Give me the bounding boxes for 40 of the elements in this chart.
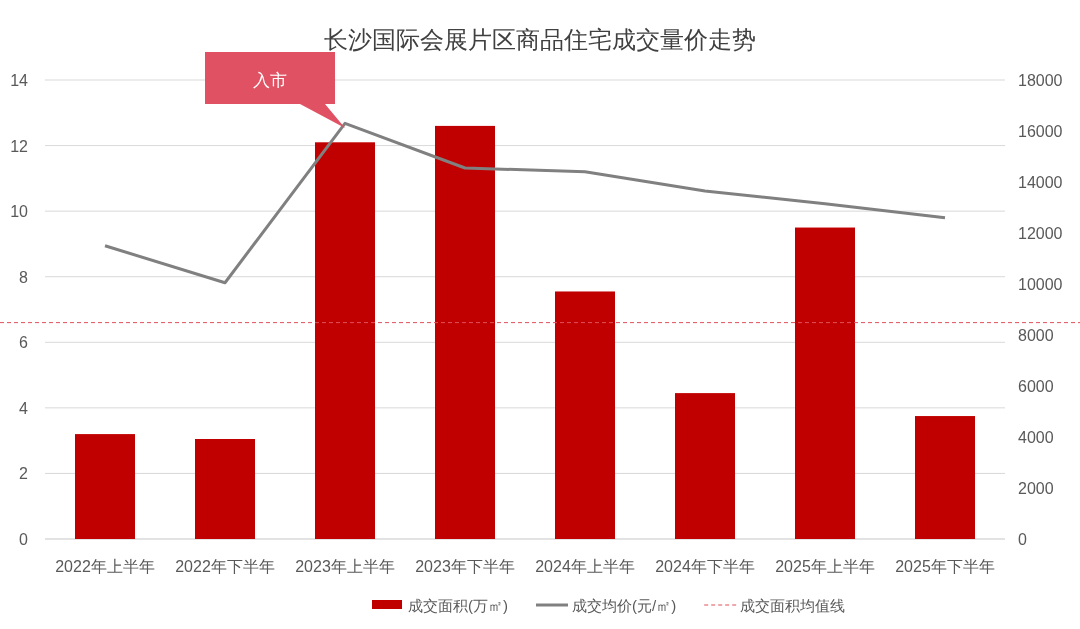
y-tick-label: 14 [10,72,29,89]
y2-tick-label: 18000 [1018,72,1063,89]
bar [435,125,495,539]
y-tick-label: 8 [19,268,29,286]
x-tick-label: 2025年下半年 [895,558,995,575]
legend-label: 成交均价(元/㎡) [572,597,677,614]
y-tick-label: 0 [19,531,29,548]
y2-tick-label: 12000 [1018,225,1063,242]
y2-tick-label: 10000 [1018,276,1063,293]
y2-tick-label: 2000 [1018,480,1054,497]
bar [75,434,135,539]
bar [915,416,975,539]
bar [795,227,855,539]
y-tick-label: 2 [19,465,29,483]
line-series [103,121,947,285]
bar [315,142,375,539]
annotation: 入市 [253,71,287,90]
x-tick-label: 2024年下半年 [655,558,755,575]
legend-label: 成交面积均值线 [740,597,846,614]
y2-tick-label: 4000 [1018,429,1054,446]
y-tick-label: 4 [19,399,29,417]
y2-tick-label: 6000 [1018,378,1054,395]
x-tick-label: 2023年上半年 [295,558,395,575]
y2-tick-label: 8000 [1018,327,1054,344]
x-tick-label: 2022年上半年 [55,558,155,575]
y2-tick-label: 14000 [1018,174,1063,191]
y-tick-label: 6 [19,334,29,352]
x-tick-label: 2022年下半年 [175,558,275,575]
bar [555,291,615,539]
y-tick-label: 10 [10,203,29,221]
x-tick-label: 2023年下半年 [415,558,515,575]
y-tick-label: 12 [10,137,29,155]
x-tick-label: 2024年上半年 [535,558,635,575]
bar [675,393,735,539]
legend-label: 成交面积(万㎡) [408,597,508,614]
bar [195,439,255,539]
chart-title: 长沙国际会展片区商品住宅成交量价走势 [324,26,756,53]
y2-tick-label: 0 [1018,531,1027,548]
x-tick-label: 2025年上半年 [775,558,875,575]
y2-tick-label: 16000 [1018,123,1063,140]
